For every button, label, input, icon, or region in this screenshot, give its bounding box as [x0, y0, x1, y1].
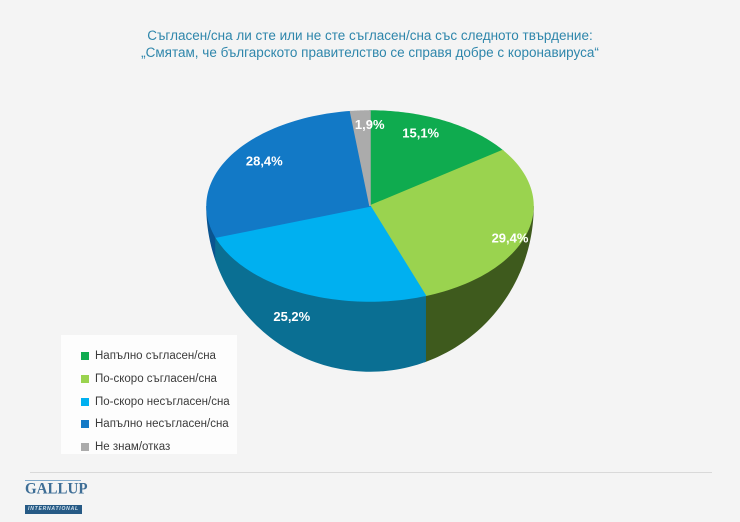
svg-text:25,2%: 25,2% — [273, 309, 310, 324]
svg-text:15,1%: 15,1% — [402, 125, 439, 140]
svg-text:29,4%: 29,4% — [492, 230, 529, 245]
svg-text:1,9%: 1,9% — [355, 117, 385, 132]
svg-text:28,4%: 28,4% — [246, 153, 283, 168]
